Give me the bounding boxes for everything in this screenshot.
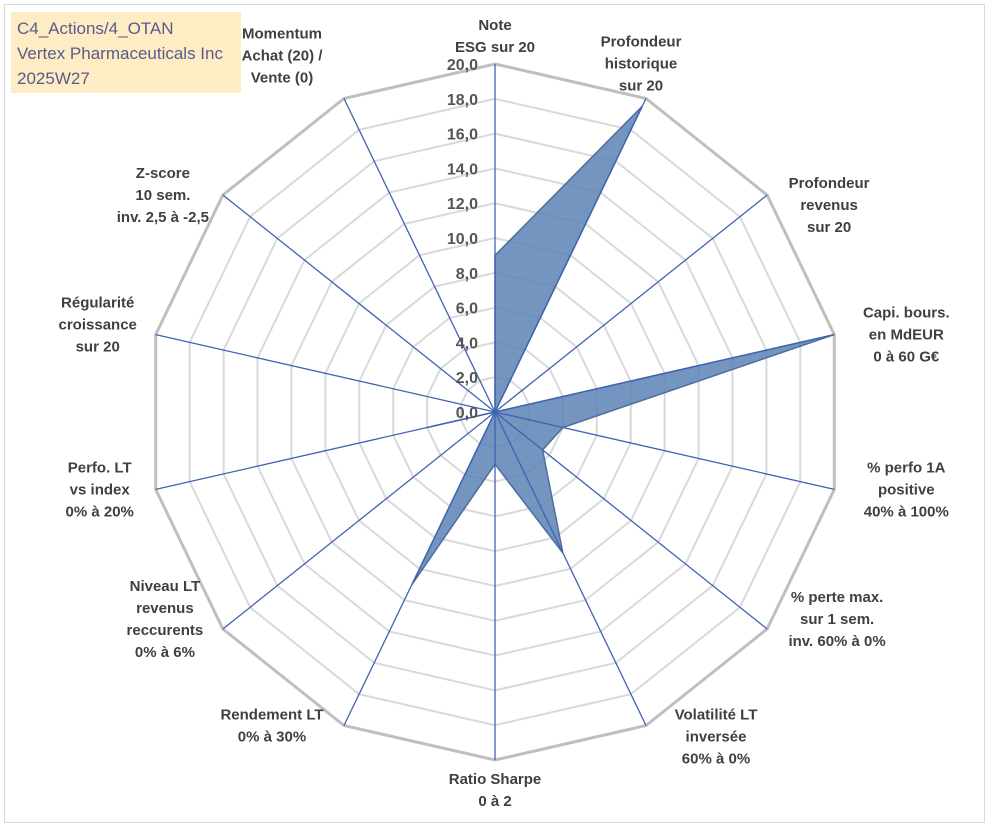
axis-label-8: Rendement LT 0% à 30%: [220, 707, 323, 746]
axis-label-line: sur 20: [807, 219, 851, 236]
axis-label-line: ESG sur 20: [455, 39, 535, 56]
axis-label-line: 0% à 30%: [238, 729, 306, 746]
axis-label-11: Régularité croissance sur 20: [59, 295, 137, 356]
axis-label-line: Volatilité LT: [675, 707, 758, 724]
axis-label-line: Capi. bours.: [863, 305, 950, 322]
tick-label-9: 18,0: [447, 92, 478, 109]
tick-label-4: 8,0: [456, 266, 478, 283]
axis-label-line: Régularité: [61, 295, 134, 312]
axis-label-line: % perfo 1A: [867, 459, 946, 476]
axis-label-line: Rendement LT: [220, 707, 323, 724]
axis-label-line: Momentum: [242, 26, 322, 43]
axis-label-line: 0% à 20%: [66, 503, 134, 520]
tick-label-10: 20,0: [447, 57, 478, 74]
axis-label-line: Perfo. LT: [68, 459, 132, 476]
spoke-13: [343, 98, 496, 413]
title-line-company: Vertex Pharmaceuticals Inc: [17, 44, 223, 63]
axis-label-3: Capi. bours. en MdEUR 0 à 60 G€: [863, 305, 950, 366]
axis-label-7: Ratio Sharpe 0 à 2: [449, 771, 542, 810]
axis-label-line: Niveau LT: [130, 578, 201, 595]
spoke-3: [494, 333, 835, 413]
axis-label-line: 60% à 0%: [682, 751, 750, 768]
axis-label-line: 0 à 2: [478, 793, 511, 810]
axis-label-line: inv. 60% à 0%: [788, 633, 885, 650]
tick-label-7: 14,0: [447, 161, 478, 178]
axis-label-line: Ratio Sharpe: [449, 771, 542, 788]
title-line-week: 2025W27: [17, 69, 90, 88]
title-line-portfolio: C4_Actions/4_OTAN: [17, 19, 174, 38]
spoke-2: [494, 194, 768, 413]
spoke-9: [222, 411, 496, 630]
tick-label-2: 4,0: [456, 335, 478, 352]
spoke-6: [494, 411, 647, 726]
axis-label-line: 40% à 100%: [864, 503, 949, 520]
axis-label-line: sur 1 sem.: [800, 611, 874, 628]
tick-label-8: 16,0: [447, 127, 478, 144]
spoke-5: [494, 411, 768, 630]
axis-label-line: Profondeur: [789, 175, 870, 192]
axis-label-5: % perte max. sur 1 sem. inv. 60% à 0%: [788, 589, 885, 650]
axis-label-line: sur 20: [619, 78, 663, 95]
spoke-4: [494, 411, 835, 491]
axis-label-line: inv. 2,5 à -2,5: [117, 209, 209, 226]
axis-label-line: 0 à 60 G€: [873, 349, 940, 366]
axis-label-0: Note ESG sur 20: [455, 17, 535, 56]
axis-label-line: historique: [605, 56, 678, 73]
axis-label-10: Perfo. LT vs index 0% à 20%: [66, 459, 134, 520]
spoke-1: [494, 98, 647, 413]
axis-label-line: vs index: [70, 481, 131, 498]
spoke-8: [343, 411, 496, 726]
axis-label-line: sur 20: [76, 339, 120, 356]
axis-label-4: % perfo 1A positive 40% à 100%: [864, 459, 949, 520]
axis-label-12: Z-score 10 sem. inv. 2,5 à -2,5: [117, 165, 209, 226]
axis-label-line: 10 sem.: [135, 187, 190, 204]
axis-label-1: Profondeur historique sur 20: [601, 34, 682, 95]
axis-label-line: croissance: [59, 317, 137, 334]
axis-label-line: Vente (0): [251, 70, 314, 87]
chart-title-box: C4_Actions/4_OTAN Vertex Pharmaceuticals…: [11, 12, 241, 93]
axis-label-6: Volatilité LT inversée 60% à 0%: [675, 707, 758, 768]
axis-label-13: Momentum Achat (20) / Vente (0): [242, 26, 324, 87]
axis-label-line: revenus: [136, 600, 194, 617]
axis-label-line: Z-score: [136, 165, 190, 182]
spoke-11: [155, 333, 496, 413]
axis-label-line: 0% à 6%: [135, 644, 195, 661]
tick-label-5: 10,0: [447, 231, 478, 248]
spoke-10: [155, 411, 496, 491]
tick-label-6: 12,0: [447, 196, 478, 213]
axis-label-9: Niveau LT revenus reccurents 0% à 6%: [127, 578, 204, 661]
tick-label-3: 6,0: [456, 301, 478, 318]
axis-label-line: inversée: [686, 729, 747, 746]
axis-label-2: Profondeur revenus sur 20: [789, 175, 870, 236]
axis-label-line: revenus: [800, 197, 858, 214]
axis-label-line: en MdEUR: [869, 327, 944, 344]
axis-label-line: Note: [478, 17, 511, 34]
tick-label-1: 2,0: [456, 370, 478, 387]
axis-label-line: positive: [878, 481, 935, 498]
axis-label-line: % perte max.: [791, 589, 884, 606]
axis-label-line: Profondeur: [601, 34, 682, 51]
spoke-12: [222, 194, 496, 413]
tick-label-0: 0,0: [456, 405, 478, 422]
axis-label-line: reccurents: [127, 622, 204, 639]
axis-label-line: Achat (20) /: [242, 48, 324, 65]
